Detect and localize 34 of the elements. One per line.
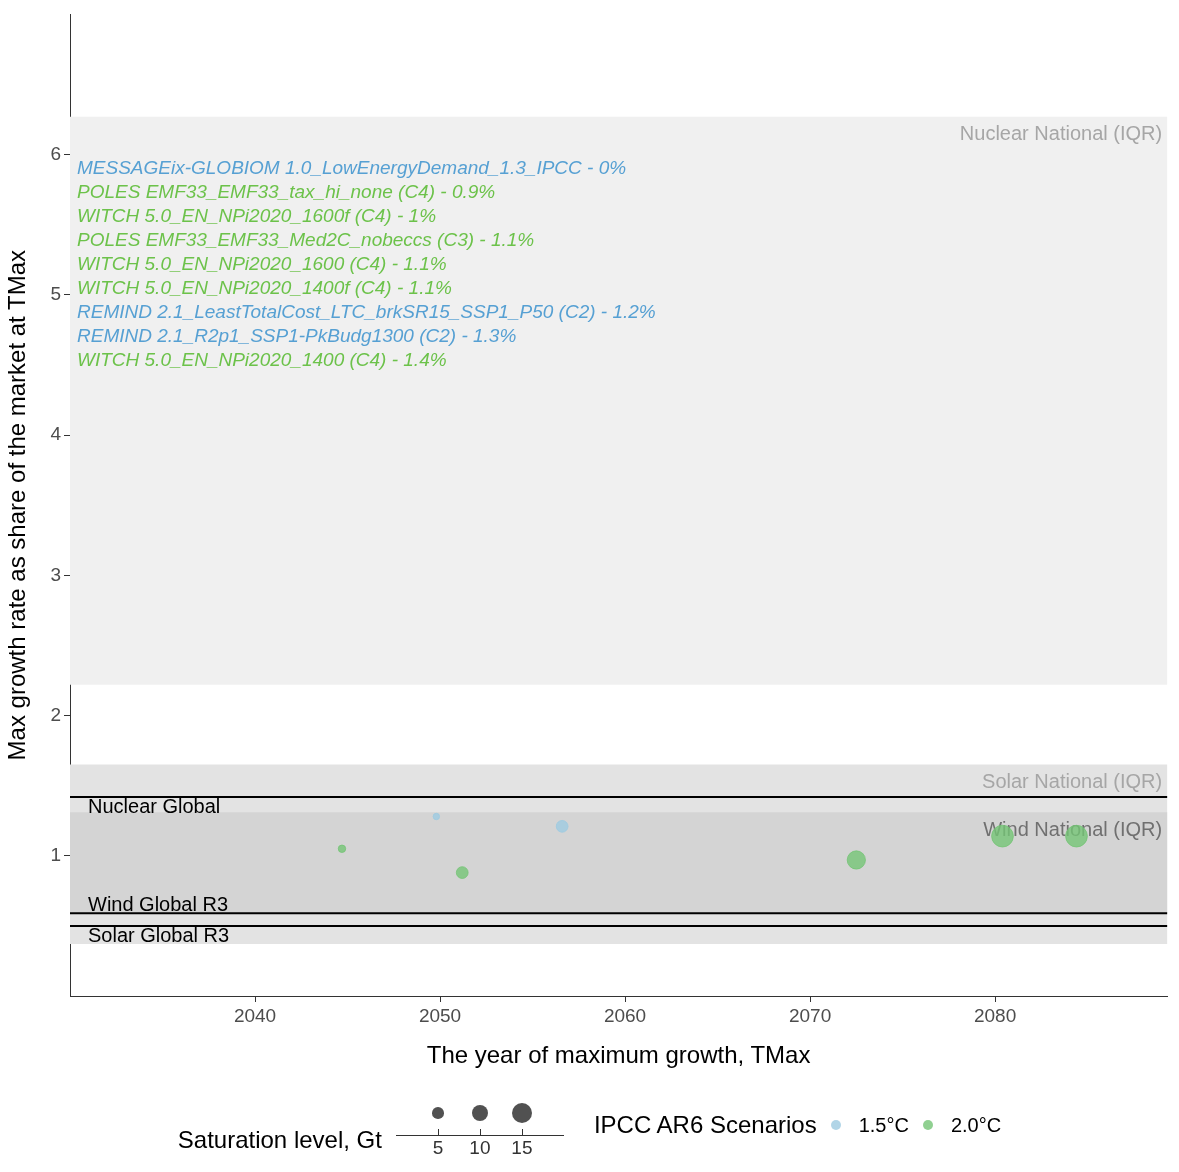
legend-label: 15 [510,1137,534,1159]
y-tick-label: 5 [50,283,61,305]
annotation: POLES EMF33_EMF33_tax_hi_none (C4) - 0.9% [77,181,496,203]
annotation: WITCH 5.0_EN_NPi2020_1400f (C4) - 1.1% [77,277,452,299]
text: Saturation level, Gt [177,1126,382,1154]
y-axis-title: Max growth rate as share of the market at TMax [3,249,31,761]
legend-label: 5 [431,1137,445,1159]
x-tick-label: 2050 [418,1004,462,1026]
y-tick-label: 1 [50,844,61,866]
x-tick-label: 2080 [973,1004,1017,1026]
annotation: WITCH 5.0_EN_NPi2020_1400 (C4) - 1.4% [77,349,447,371]
annotation: REMIND 2.1_LeastTotalCost_LTC_brkSR15_SSP1_P50 (C2) - 1.2% [77,301,656,323]
annotation: WITCH 5.0_EN_NPi2020_1600f (C4) - 1% [77,205,437,227]
annotation: WITCH 5.0_EN_NPi2020_1600 (C4) - 1.1% [77,253,447,275]
ref-line-label: Nuclear Global [88,795,221,818]
x-tick-label: 2070 [788,1004,832,1026]
annotation: REMIND 2.1_R2p1_SSP1-PkBudg1300 (C2) - 1.3% [77,325,517,347]
annotation: MESSAGEix-GLOBIOM 1.0_LowEnergyDemand_1.3_IPCC - 0% [77,157,627,179]
x-tick-label: 2040 [233,1004,277,1026]
y-tick-label: 6 [50,142,61,164]
band-label: Solar National (IQR) [982,770,1163,793]
legend-label: 1.5°C [858,1113,909,1137]
band-label: Nuclear National (IQR) [959,122,1163,145]
annotation: POLES EMF33_EMF33_Med2C_nobeccs (C3) - 1.1% [77,229,535,251]
legend-label: 2.0°C [950,1113,1002,1137]
y-tick-label: 3 [50,563,61,585]
x-tick-label: 2060 [603,1004,647,1026]
x-axis-title: The year of maximum growth, TMax [426,1041,811,1069]
legend-label: 10 [468,1137,492,1159]
y-tick-label: 2 [50,703,61,725]
ref-line-label: Solar Global R3 [88,924,230,947]
y-tick-label: 4 [50,423,62,445]
ref-line-label: Wind Global R3 [88,892,229,915]
legend-title: IPCC AR6 Scenarios [593,1111,817,1139]
